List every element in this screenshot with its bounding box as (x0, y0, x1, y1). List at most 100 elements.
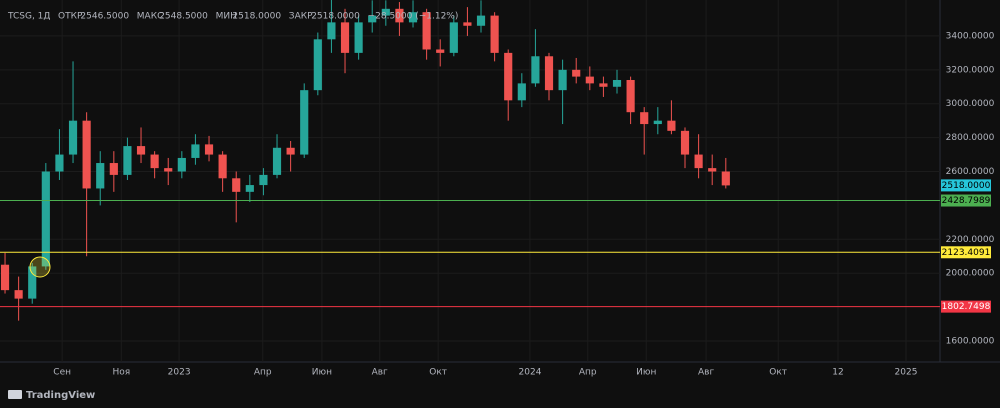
candle-body (245, 185, 254, 192)
candle-body (204, 144, 214, 155)
candle-body (395, 8, 404, 23)
price-label-box (941, 179, 991, 192)
candle-body (544, 56, 554, 91)
y-tick-label: 3000.0000 (946, 99, 995, 109)
candle-body (232, 178, 241, 192)
candle-body (191, 144, 200, 158)
candle-body (381, 8, 390, 16)
candle-body (653, 120, 662, 125)
y-tick-label: 3200.0000 (946, 65, 995, 75)
candle-body (449, 22, 458, 53)
y-tick-label: 2600.0000 (946, 167, 995, 177)
y-tick-label: 2200.0000 (946, 235, 995, 245)
candle-body (531, 56, 540, 84)
y-tick-label: 2000.0000 (946, 269, 995, 279)
candle-body (680, 130, 690, 155)
x-tick-label: Авг (372, 368, 388, 378)
x-tick-label: Авг (698, 368, 714, 378)
candle-body (585, 76, 594, 84)
highlight-circle (29, 256, 51, 278)
candle-body (504, 52, 513, 101)
candle-body (82, 120, 91, 189)
candle-body (667, 120, 676, 131)
candle-body (694, 154, 703, 169)
candle-body (517, 83, 526, 101)
candle-body (340, 22, 350, 53)
candle-body (177, 157, 186, 172)
candle-body (368, 15, 377, 23)
x-tick-label: Апр (254, 368, 272, 378)
y-tick-label: 1600.0000 (946, 336, 995, 346)
candle-body (599, 83, 608, 87)
candle-body (572, 69, 581, 77)
x-tick-label: 2025 (895, 368, 918, 378)
candle-body (612, 79, 622, 87)
ohlc-label: ЗАКР (289, 12, 313, 22)
symbol: TCSG, 1Д (7, 12, 50, 22)
candles (0, 0, 940, 321)
x-tick-label: Ноя (112, 368, 130, 378)
ohlc-label: ОТКР (58, 12, 83, 22)
candle-body (164, 168, 173, 172)
candle-body (28, 266, 37, 299)
candle-body (14, 290, 23, 299)
price-label-box (941, 246, 991, 259)
x-tick-label: Сен (53, 368, 71, 378)
candle-body (708, 168, 717, 172)
axis-labels: 1600.0000 2000.0000 2200.0000 2600.0000 2800… (53, 31, 994, 377)
candle-body (558, 69, 567, 91)
y-tick-label: 3400.0000 (946, 31, 995, 41)
candle-body (463, 22, 472, 26)
brand-name: TradingView (26, 390, 95, 401)
candle-body (136, 146, 146, 155)
candle-body (436, 49, 445, 53)
candle-body (721, 171, 730, 186)
ohlc-value: 2518.0000 (311, 12, 360, 22)
branding: TradingView (8, 390, 95, 401)
candle-body (422, 12, 431, 50)
price-label: 2518.0000 (942, 181, 991, 191)
candle-body (286, 147, 295, 155)
ohlc-label: МАКС (137, 12, 164, 22)
candle-body (300, 90, 309, 155)
x-tick-label: 2023 (168, 368, 191, 378)
ohlc-label: МИН (216, 12, 237, 22)
price-label: 2123.4091 (942, 248, 991, 258)
x-tick-label: 12 (832, 368, 843, 378)
candle-body (272, 147, 282, 175)
logo (8, 390, 22, 399)
x-tick-label: Июн (312, 368, 332, 378)
candle-body (640, 112, 649, 125)
x-tick-label: Окт (429, 368, 447, 378)
y-tick-label: 2800.0000 (946, 133, 995, 143)
x-tick-label: Июн (636, 368, 656, 378)
candle-body (109, 163, 118, 175)
candle-body (626, 79, 635, 113)
ohlc-value: 2548.5000 (159, 12, 208, 22)
candle-body (354, 22, 363, 53)
candle-body (123, 146, 132, 175)
candle-body (259, 174, 268, 186)
candle-body (96, 163, 105, 189)
candle-body (55, 154, 64, 172)
ohlc-value: 2546.5000 (80, 12, 129, 22)
x-tick-label: Окт (769, 368, 787, 378)
candle-body (408, 12, 418, 23)
candle-body (41, 171, 50, 267)
price-label-box (941, 194, 991, 207)
candle-body (218, 154, 227, 179)
candle-body (327, 22, 336, 40)
x-tick-label: 2024 (519, 368, 542, 378)
ohlc-value: 2518.0000 (232, 12, 281, 22)
candle-body (313, 39, 322, 91)
price-label: 2428.7989 (942, 196, 991, 206)
change: −28.5000 (−1.12%) (368, 12, 459, 22)
candle-body (490, 15, 499, 53)
price-label-box (941, 300, 991, 313)
x-tick-label: Апр (579, 368, 597, 378)
candle-body (476, 15, 486, 26)
